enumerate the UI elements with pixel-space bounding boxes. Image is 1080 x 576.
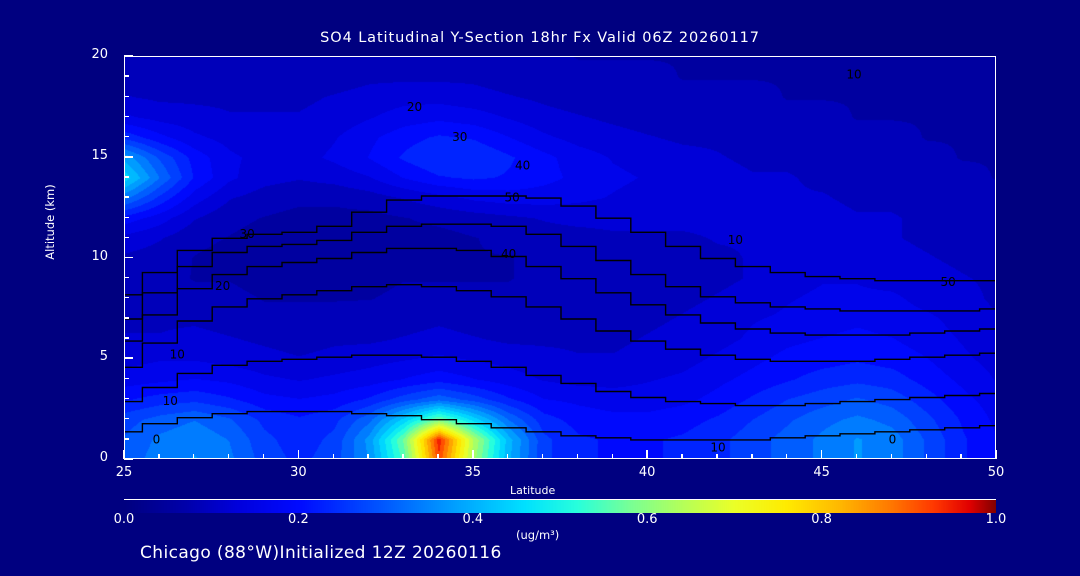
y-axis-tick bbox=[124, 55, 133, 57]
x-axis-minor-tick bbox=[890, 454, 893, 459]
x-axis-minor-tick bbox=[506, 454, 509, 459]
x-axis-minor-tick bbox=[786, 454, 788, 459]
contour-label-10: 10 bbox=[163, 394, 178, 408]
x-axis-tick-label: 40 bbox=[638, 465, 656, 480]
x-axis-minor-tick bbox=[855, 454, 858, 459]
contour-label-10: 10 bbox=[710, 440, 725, 454]
colorbar-tick-label: 1.0 bbox=[985, 512, 1007, 527]
contour-label-30: 30 bbox=[452, 130, 467, 144]
footer-caption: Chicago (88°W)Initialized 12Z 20260116 bbox=[140, 543, 502, 563]
x-axis-tick bbox=[820, 450, 823, 459]
y-axis-title: Altitude (km) bbox=[43, 184, 57, 260]
page-title: SO4 Latitudinal Y-Section 18hr Fx Valid … bbox=[320, 30, 760, 46]
y-axis-tick-label: 10 bbox=[91, 248, 108, 264]
x-axis-minor-tick bbox=[960, 454, 962, 459]
y-axis-minor-tick bbox=[124, 236, 129, 239]
x-axis-minor-tick bbox=[716, 454, 718, 459]
x-axis-minor-tick bbox=[751, 454, 753, 459]
contour-line-20 bbox=[125, 284, 995, 368]
contour-label-20: 20 bbox=[407, 100, 422, 114]
colorbar-gradient bbox=[124, 500, 996, 513]
x-axis-tick-label: 35 bbox=[464, 465, 482, 480]
y-axis-minor-tick bbox=[124, 176, 129, 178]
x-axis-tick bbox=[472, 450, 474, 459]
y-axis-minor-tick bbox=[124, 135, 129, 138]
x-axis-minor-tick bbox=[158, 454, 160, 459]
contour-label-40: 40 bbox=[501, 247, 516, 261]
x-axis-tick bbox=[646, 450, 648, 459]
contour-line-50 bbox=[125, 195, 995, 296]
contour-label-10: 10 bbox=[728, 233, 743, 247]
contour-line-overlay: 50 50 40 40 30 30 20 20 10 10 10 10 10 0 0 bbox=[125, 68, 995, 454]
y-axis-tick bbox=[124, 357, 133, 360]
contour-line-10 bbox=[125, 354, 995, 407]
contour-label-0: 0 bbox=[153, 432, 161, 446]
y-axis-minor-tick bbox=[124, 196, 129, 198]
y-axis-minor-tick bbox=[124, 397, 129, 400]
contour-line-0 bbox=[125, 410, 995, 441]
y-axis-minor-tick bbox=[124, 418, 129, 420]
colorbar bbox=[124, 499, 996, 513]
x-axis-minor-tick bbox=[576, 454, 579, 459]
colorbar-tick-label: 0.0 bbox=[113, 512, 135, 527]
y-axis-tick-label: 5 bbox=[99, 349, 108, 365]
x-axis-tick bbox=[995, 450, 997, 459]
x-axis-tick bbox=[297, 450, 300, 459]
y-axis-minor-tick bbox=[124, 438, 129, 440]
y-axis-minor-tick bbox=[124, 276, 129, 279]
x-axis-minor-tick bbox=[681, 454, 683, 459]
y-axis-minor-tick bbox=[124, 297, 129, 299]
x-axis-minor-tick bbox=[332, 454, 334, 459]
contour-label-0: 0 bbox=[889, 432, 897, 446]
x-axis-minor-tick bbox=[437, 454, 439, 459]
x-axis-minor-tick bbox=[227, 454, 230, 459]
x-axis-tick-label: 25 bbox=[115, 465, 133, 480]
y-axis-tick-label: 15 bbox=[91, 147, 108, 163]
contour-label-10: 10 bbox=[170, 348, 185, 362]
y-axis-tick bbox=[124, 458, 133, 460]
colorbar-tick-label: 0.2 bbox=[288, 512, 309, 527]
x-axis-minor-tick bbox=[925, 454, 927, 459]
contour-line-30 bbox=[125, 247, 995, 342]
contour-label-50: 50 bbox=[941, 275, 956, 289]
contour-label-10: 10 bbox=[846, 68, 861, 82]
cross-section-plot-area: 50 50 40 40 30 30 20 20 10 10 10 10 10 0 0 bbox=[124, 56, 996, 459]
x-axis-minor-tick bbox=[367, 454, 369, 459]
colorbar-tick-label: 0.6 bbox=[636, 512, 658, 527]
y-axis-minor-tick bbox=[124, 115, 129, 118]
y-axis-minor-tick bbox=[124, 75, 129, 77]
x-axis-minor-tick bbox=[193, 454, 195, 459]
x-axis-tick bbox=[123, 450, 125, 459]
y-axis-minor-tick bbox=[124, 95, 129, 97]
x-axis-minor-tick bbox=[611, 454, 613, 459]
x-axis-minor-tick bbox=[402, 454, 404, 459]
y-axis-minor-tick bbox=[124, 377, 129, 380]
y-axis-minor-tick bbox=[124, 337, 129, 339]
contour-label-50: 50 bbox=[505, 191, 520, 205]
x-axis-tick-label: 50 bbox=[987, 465, 1005, 480]
x-axis-minor-tick bbox=[262, 454, 265, 459]
y-axis-minor-tick bbox=[124, 216, 129, 218]
colorbar-unit-label: (ug/m³) bbox=[516, 528, 560, 542]
y-axis-tick-label: 0 bbox=[99, 450, 108, 465]
y-axis-tick-label: 20 bbox=[91, 47, 108, 62]
y-axis-minor-tick bbox=[124, 317, 129, 319]
colorbar-tick-label: 0.4 bbox=[462, 512, 484, 527]
colorbar-tick-label: 0.8 bbox=[811, 512, 832, 527]
contour-label-40: 40 bbox=[515, 158, 530, 172]
x-axis-tick-label: 45 bbox=[813, 465, 830, 480]
x-axis-title: Latitude bbox=[510, 484, 556, 497]
contour-label-30: 30 bbox=[239, 227, 254, 241]
y-axis-tick bbox=[124, 256, 133, 259]
so4-filled-contour-field bbox=[125, 57, 995, 458]
contour-label-20: 20 bbox=[215, 279, 230, 293]
x-axis-minor-tick bbox=[541, 454, 544, 459]
y-axis-tick bbox=[124, 155, 133, 158]
contour-line-40 bbox=[125, 223, 995, 320]
x-axis-tick-label: 30 bbox=[290, 465, 307, 480]
